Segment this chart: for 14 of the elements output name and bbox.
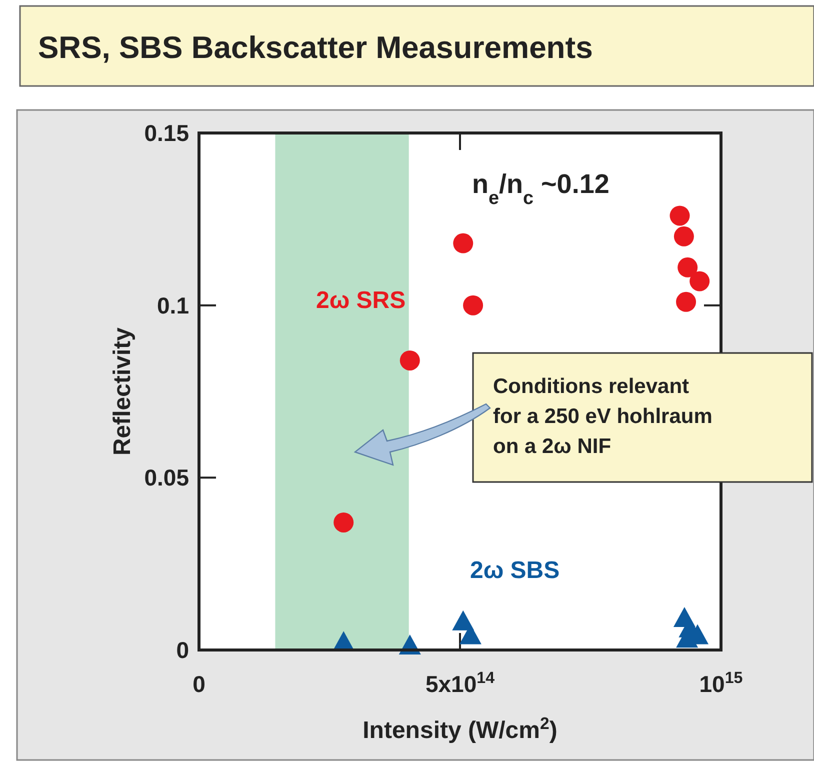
annotation: n$_{e}$/n$_{c}$ ~0.12 xyxy=(472,169,610,208)
x-tick-label: 0 xyxy=(192,671,206,697)
annotation: Conditions relevant for a 250 eV hohlraum on a 2ω NIF xyxy=(493,375,712,458)
chart-title: SRS, SBS Backscatter Measurements xyxy=(38,30,593,65)
y-tick-label: 0.1 xyxy=(157,292,190,318)
x-axis-title: Intensity (W/cm$^{2}$) xyxy=(362,714,558,744)
series-label: 2ω SBS xyxy=(470,557,560,584)
y-tick-label: 0.15 xyxy=(144,120,190,146)
x-tick-label: 5x10$^{14}$ xyxy=(425,669,495,697)
y-tick-label: 0 xyxy=(176,637,189,663)
y-axis-title: Reflectivity xyxy=(109,326,136,456)
y-tick-label: 0.05 xyxy=(144,464,190,491)
series-label: 2ω SRS xyxy=(316,287,406,314)
x-tick-label: 10$^{15}$ xyxy=(699,669,743,697)
